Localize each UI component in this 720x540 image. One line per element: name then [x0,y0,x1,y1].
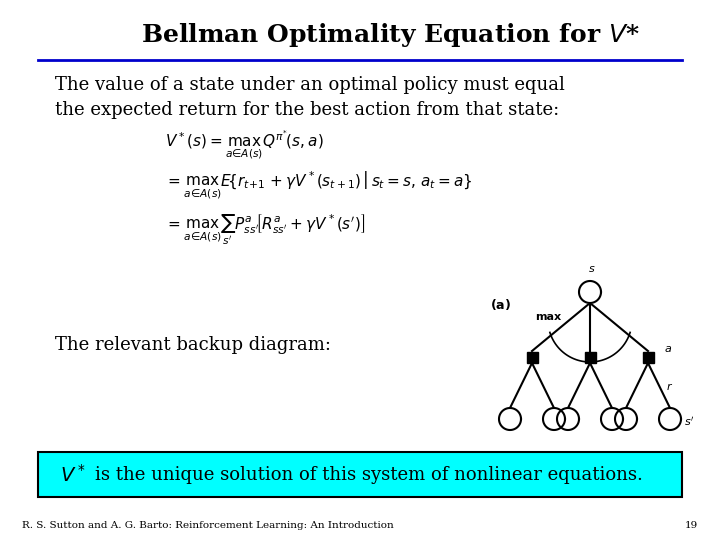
Text: The value of a state under an optimal policy must equal: The value of a state under an optimal po… [55,76,565,94]
Bar [38,452,682,497]
Bar [526,352,538,362]
Text: the expected return for the best action from that state:: the expected return for the best action … [55,101,559,119]
Text: max: max [535,312,561,322]
Text: $V^*$: $V^*$ [60,463,86,485]
Text: 19: 19 [685,522,698,530]
Polygon shape [543,408,565,430]
Text: is the unique solution of this system of nonlinear equations.: is the unique solution of this system of… [95,465,643,483]
Polygon shape [659,408,681,430]
Polygon shape [499,408,521,430]
Text: R. S. Sutton and A. G. Barto: Reinforcement Learning: An Introduction: R. S. Sutton and A. G. Barto: Reinforcem… [22,522,394,530]
Text: $\mathbf{(a)}$: $\mathbf{(a)}$ [490,298,511,313]
Text: $= \max_{a \in A(s)} \sum_{s'} P^a_{ss'} \!\left[R^a_{ss'} + \gamma V^*(s')\righ: $= \max_{a \in A(s)} \sum_{s'} P^a_{ss'}… [165,213,365,247]
Text: The relevant backup diagram:: The relevant backup diagram: [55,336,331,354]
Text: $s$: $s$ [588,264,595,274]
Text: $r$: $r$ [666,381,673,393]
Text: $V^*(s) = \max_{a \in A(s)} Q^{\pi^*}\!(s,a)$: $V^*(s) = \max_{a \in A(s)} Q^{\pi^*}\!(… [165,129,323,161]
Text: Bellman Optimality Equation for $\mathit{V}$*: Bellman Optimality Equation for $\mathit… [140,21,639,49]
Polygon shape [579,281,601,303]
Polygon shape [557,408,579,430]
Polygon shape [615,408,637,430]
Text: $= \max_{a \in A(s)} E\!\left\{r_{t+1} + \gamma V^*(s_{t+1})\,\middle|\, s_t = s: $= \max_{a \in A(s)} E\!\left\{r_{t+1} +… [165,170,472,200]
Text: $a$: $a$ [664,344,672,354]
Bar [642,352,654,362]
Polygon shape [601,408,623,430]
Text: $s'$: $s'$ [684,415,694,428]
Bar [585,352,595,362]
